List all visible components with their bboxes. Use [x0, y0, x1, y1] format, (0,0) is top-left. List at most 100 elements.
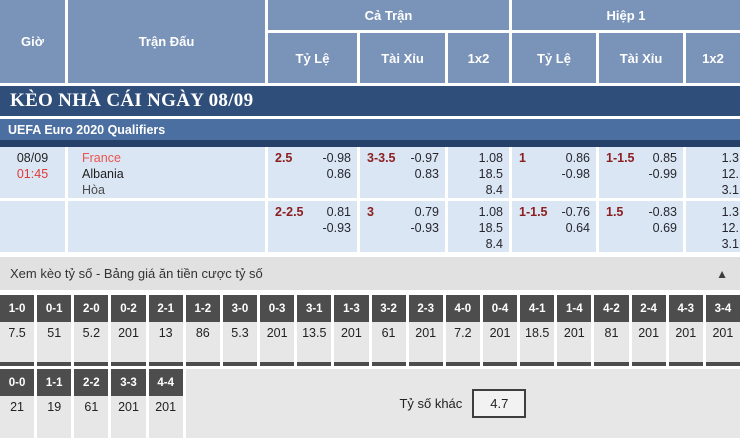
score-option[interactable]: 1-2 86: [185, 295, 220, 366]
h1-handicap-odds[interactable]: 1-1.5 -0.76 0.64: [512, 201, 596, 252]
odds-value[interactable]: 0.64: [565, 221, 590, 235]
score-option[interactable]: 4-1 18.5: [520, 295, 555, 366]
h1-handicap-odds[interactable]: 1 0.86 -0.98: [512, 147, 596, 198]
score-odds-value[interactable]: 13: [148, 322, 183, 362]
score-option[interactable]: 1-3 201: [334, 295, 369, 366]
odds-value[interactable]: 0.86: [326, 167, 351, 181]
score-label: 2-1: [148, 295, 183, 322]
odds-value[interactable]: 0.85: [652, 151, 677, 165]
ft-over-under-odds[interactable]: 3-3.5 -0.97 0.83: [360, 147, 445, 198]
score-odds-value[interactable]: 201: [631, 322, 666, 362]
odds-value[interactable]: 3.1: [721, 183, 739, 197]
score-option[interactable]: 4-4 201: [148, 369, 183, 438]
score-odds-value[interactable]: 5.3: [222, 322, 258, 362]
score-odds-value[interactable]: 61: [371, 322, 406, 362]
score-option[interactable]: 0-2 201: [111, 295, 146, 366]
score-option[interactable]: 4-0 7.2: [445, 295, 480, 366]
odds-value[interactable]: 12.: [721, 167, 739, 181]
ft-over-under-odds[interactable]: 3 0.79 -0.93: [360, 201, 445, 252]
odds-value[interactable]: 0.86: [565, 151, 590, 165]
score-odds-value[interactable]: 201: [111, 396, 146, 438]
score-odds-value[interactable]: 201: [260, 322, 295, 362]
score-option[interactable]: 0-0 21: [0, 369, 35, 438]
league-bar[interactable]: UEFA Euro 2020 Qualifiers: [0, 119, 740, 140]
ft-handicap-odds[interactable]: 2.5 -0.98 0.86: [268, 147, 357, 198]
ft-1x2-odds[interactable]: 1.08 18.5 8.4: [448, 201, 509, 252]
odds-value[interactable]: -0.83: [648, 205, 678, 219]
odds-value[interactable]: 0.79: [414, 205, 439, 219]
odds-value[interactable]: 1.08: [478, 205, 503, 219]
score-option[interactable]: 2-3 201: [408, 295, 443, 366]
h1-over-under-odds[interactable]: 1-1.5 0.85 -0.99: [599, 147, 683, 198]
score-odds-value[interactable]: 201: [334, 322, 369, 362]
odds-value[interactable]: 1.3: [721, 205, 739, 219]
header-ft-1x2: 1x2: [448, 33, 509, 83]
score-odds-value[interactable]: 201: [705, 322, 740, 362]
odds-value[interactable]: -0.76: [561, 205, 591, 219]
odds-value[interactable]: 18.5: [478, 221, 503, 235]
score-odds-value[interactable]: 201: [408, 322, 443, 362]
score-odds-value[interactable]: 201: [557, 322, 592, 362]
score-section-toggle[interactable]: Xem kèo tỷ số - Bảng giá ăn tiền cược tỷ…: [0, 257, 740, 290]
score-odds-value[interactable]: 7.5: [0, 322, 35, 362]
score-option[interactable]: 2-0 5.2: [74, 295, 109, 366]
score-option[interactable]: 0-3 201: [260, 295, 295, 366]
score-odds-value[interactable]: 86: [185, 322, 220, 362]
score-odds-value[interactable]: 7.2: [445, 322, 480, 362]
h1-1x2-odds[interactable]: 1.3 12. 3.1: [686, 201, 740, 252]
score-option[interactable]: 3-0 5.3: [222, 295, 258, 366]
score-option[interactable]: 3-4 201: [705, 295, 740, 366]
score-option[interactable]: 3-2 61: [371, 295, 406, 366]
score-odds-value[interactable]: 18.5: [520, 322, 555, 362]
odds-value[interactable]: 8.4: [485, 183, 503, 197]
handicap-line: 1-1.5: [519, 205, 548, 219]
h1-1x2-odds[interactable]: 1.3 12. 3.1: [686, 147, 740, 198]
score-option[interactable]: 1-4 201: [557, 295, 592, 366]
score-option[interactable]: 3-3 201: [111, 369, 146, 438]
score-option[interactable]: 1-1 19: [37, 369, 72, 438]
score-option[interactable]: 4-3 201: [668, 295, 703, 366]
score-odds-value[interactable]: 5.2: [74, 322, 109, 362]
odds-value[interactable]: 18.5: [478, 167, 503, 181]
odds-value[interactable]: 1.3: [721, 151, 739, 165]
score-odds-value[interactable]: 61: [74, 396, 109, 438]
score-odds-value[interactable]: 201: [482, 322, 518, 362]
odds-value[interactable]: 3.1: [721, 237, 739, 251]
odds-value[interactable]: -0.99: [648, 167, 678, 181]
odds-value[interactable]: 0.81: [326, 205, 351, 219]
score-option[interactable]: 0-1 51: [37, 295, 72, 366]
score-option[interactable]: 1-0 7.5: [0, 295, 35, 366]
home-team[interactable]: France: [82, 151, 121, 165]
score-option[interactable]: 2-1 13: [148, 295, 183, 366]
other-score-odds-value[interactable]: 4.7: [472, 389, 527, 418]
odds-value[interactable]: -0.98: [561, 167, 591, 181]
odds-value[interactable]: 1.08: [478, 151, 503, 165]
score-odds-value[interactable]: 81: [594, 322, 629, 362]
score-odds-value[interactable]: 201: [668, 322, 703, 362]
score-label: 4-2: [594, 295, 629, 322]
score-option[interactable]: 3-1 13.5: [297, 295, 332, 366]
score-option[interactable]: 2-4 201: [631, 295, 666, 366]
odds-value[interactable]: -0.93: [322, 221, 352, 235]
h1-over-under-odds[interactable]: 1.5 -0.83 0.69: [599, 201, 683, 252]
score-option[interactable]: 0-4 201: [482, 295, 518, 366]
odds-value[interactable]: -0.98: [322, 151, 352, 165]
odds-value[interactable]: 8.4: [485, 237, 503, 251]
odds-value[interactable]: -0.93: [410, 221, 440, 235]
odds-value[interactable]: 0.69: [652, 221, 677, 235]
away-team[interactable]: Albania: [82, 167, 124, 181]
score-odds-value[interactable]: 13.5: [297, 322, 332, 362]
ft-1x2-odds[interactable]: 1.08 18.5 8.4: [448, 147, 509, 198]
score-odds-value[interactable]: 201: [111, 322, 146, 362]
ft-handicap-odds[interactable]: 2-2.5 0.81 -0.93: [268, 201, 357, 252]
odds-value[interactable]: 0.83: [414, 167, 439, 181]
score-option[interactable]: 4-2 81: [594, 295, 629, 366]
score-option[interactable]: 2-2 61: [74, 369, 109, 438]
odds-value[interactable]: 12.: [721, 221, 739, 235]
odds-value[interactable]: -0.97: [410, 151, 440, 165]
score-odds-value[interactable]: 21: [0, 396, 35, 438]
score-odds-value[interactable]: 201: [148, 396, 183, 438]
score-odds-value[interactable]: 51: [37, 322, 72, 362]
score-odds-value[interactable]: 19: [37, 396, 72, 438]
collapse-up-icon[interactable]: ▲: [716, 266, 728, 281]
